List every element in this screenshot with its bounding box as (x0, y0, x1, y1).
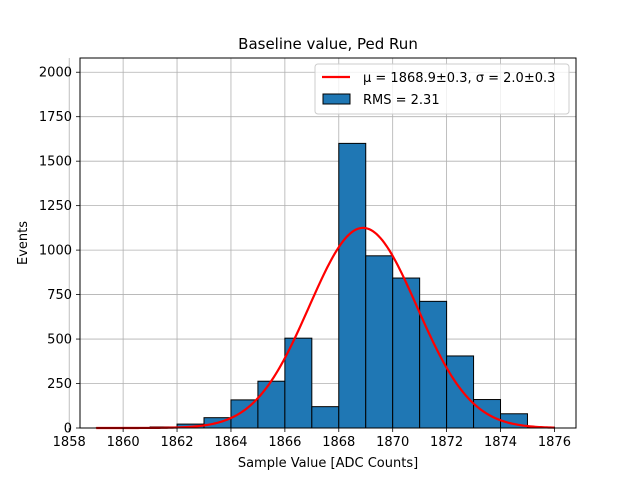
x-tick-label: 1872 (430, 435, 463, 450)
histogram-bar (446, 355, 475, 429)
legend-fit-label: μ = 1868.9±0.3, σ = 2.0±0.3 (363, 71, 555, 86)
x-tick-label: 1864 (214, 435, 247, 450)
histogram-bar (392, 277, 421, 429)
y-tick-label: 250 (47, 377, 72, 392)
y-tick-label: 1250 (39, 199, 72, 214)
chart-title: Baseline value, Ped Run (238, 35, 418, 53)
y-axis-label: Events (16, 221, 31, 265)
x-tick-label: 1868 (322, 435, 355, 450)
histogram-bar (230, 399, 259, 429)
y-axis-ticks: 0 250 500 750 1000 1250 1500 1750 2000 (39, 66, 80, 437)
histogram-bar (284, 337, 313, 429)
histogram-bar (338, 142, 367, 429)
x-tick-label: 1870 (376, 435, 409, 450)
x-axis-label: Sample Value [ADC Counts] (238, 456, 418, 471)
x-axis-ticks: 1858 1860 1862 1864 1866 1868 1870 1872 1874 1876 (53, 428, 571, 450)
y-tick-label: 500 (47, 333, 72, 348)
histogram-bar (311, 406, 340, 429)
legend-box (314, 63, 570, 115)
plot-area-frame (79, 57, 577, 429)
y-tick-label: 1500 (39, 155, 72, 170)
x-tick-label: 1858 (53, 435, 86, 450)
legend-histogram-label: RMS = 2.31 (363, 93, 440, 108)
x-tick-label: 1866 (268, 435, 301, 450)
x-tick-label: 1874 (484, 435, 517, 450)
histogram-bar (257, 380, 286, 429)
legend: μ = 1868.9±0.3, σ = 2.0±0.3 RMS = 2.31 (314, 63, 570, 115)
y-tick-label: 0 (64, 422, 72, 437)
y-tick-label: 1750 (39, 110, 72, 125)
y-tick-label: 1000 (39, 244, 72, 259)
histogram-bar (365, 255, 394, 429)
x-tick-label: 1860 (107, 435, 140, 450)
x-tick-label: 1862 (160, 435, 193, 450)
y-tick-label: 2000 (39, 66, 72, 81)
x-tick-label: 1876 (538, 435, 571, 450)
y-tick-label: 750 (47, 288, 72, 303)
legend-histogram-swatch (322, 93, 351, 105)
